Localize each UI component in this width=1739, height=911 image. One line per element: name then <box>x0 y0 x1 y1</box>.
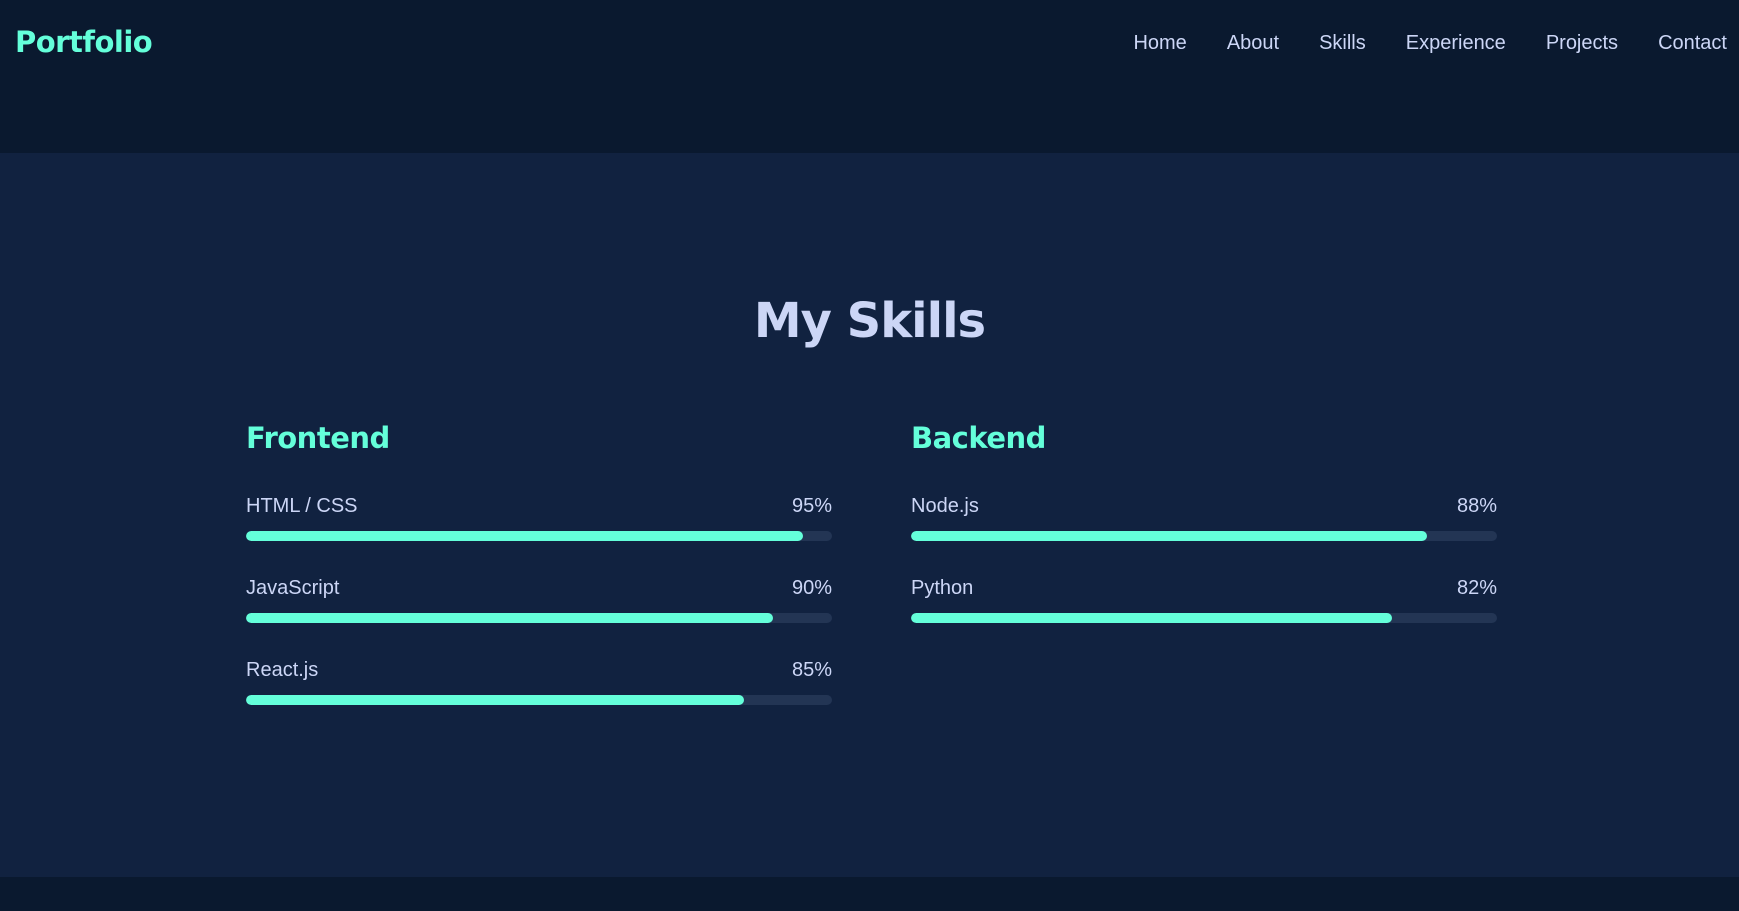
nav-home-link[interactable]: Home <box>1133 32 1187 54</box>
skills-section: My Skills Frontend HTML / CSS 95% JavaSc… <box>0 153 1739 877</box>
category-title: Frontend <box>246 421 390 455</box>
skill-percent: 95% <box>791 495 832 517</box>
nav-projects-link[interactable]: Projects <box>1545 32 1619 54</box>
skill-percent: 82% <box>1456 577 1497 599</box>
skill-progress-fill <box>246 613 774 623</box>
skill-name: Python <box>911 577 974 599</box>
skill-percent: 90% <box>791 577 832 599</box>
skill-progress-fill <box>911 613 1392 623</box>
nav-skills-link[interactable]: Skills <box>1319 32 1366 54</box>
site-header: Portfolio Home About Skills Experience P… <box>0 0 1739 153</box>
skill-item: React.js 85% <box>246 656 832 705</box>
skill-progress-track <box>246 695 832 705</box>
skill-name: HTML / CSS <box>246 495 358 517</box>
skill-category-backend: Backend Node.js 88% Python 82% <box>911 418 1497 656</box>
main-nav: Home About Skills Experience Projects Co… <box>1133 28 1727 58</box>
section-title: My Skills <box>753 293 986 349</box>
skill-item: JavaScript 90% <box>246 574 832 623</box>
skill-item: HTML / CSS 95% <box>246 492 832 541</box>
skill-percent: 85% <box>791 659 832 681</box>
footer-strip <box>0 877 1739 911</box>
skill-header: Python 82% <box>911 574 1497 602</box>
nav-experience-link[interactable]: Experience <box>1405 32 1506 54</box>
skill-progress-track <box>911 531 1497 541</box>
skill-percent: 88% <box>1456 495 1497 517</box>
skill-progress-fill <box>246 531 803 541</box>
skill-header: React.js 85% <box>246 656 832 684</box>
skill-item: Node.js 88% <box>911 492 1497 541</box>
nav-about-link[interactable]: About <box>1226 32 1280 54</box>
skill-name: Node.js <box>911 495 979 517</box>
skill-progress-fill <box>246 695 745 705</box>
logo[interactable]: Portfolio <box>15 25 153 59</box>
category-title: Backend <box>911 421 1046 455</box>
skill-progress-fill <box>911 531 1427 541</box>
skill-name: React.js <box>246 659 319 681</box>
skill-header: JavaScript 90% <box>246 574 832 602</box>
skill-progress-track <box>911 613 1497 623</box>
skill-header: HTML / CSS 95% <box>246 492 832 520</box>
nav-contact-link[interactable]: Contact <box>1658 32 1727 54</box>
skill-header: Node.js 88% <box>911 492 1497 520</box>
skill-name: JavaScript <box>246 577 340 599</box>
skill-category-frontend: Frontend HTML / CSS 95% JavaScript 90% R… <box>246 418 832 738</box>
skill-item: Python 82% <box>911 574 1497 623</box>
skill-progress-track <box>246 531 832 541</box>
skill-progress-track <box>246 613 832 623</box>
